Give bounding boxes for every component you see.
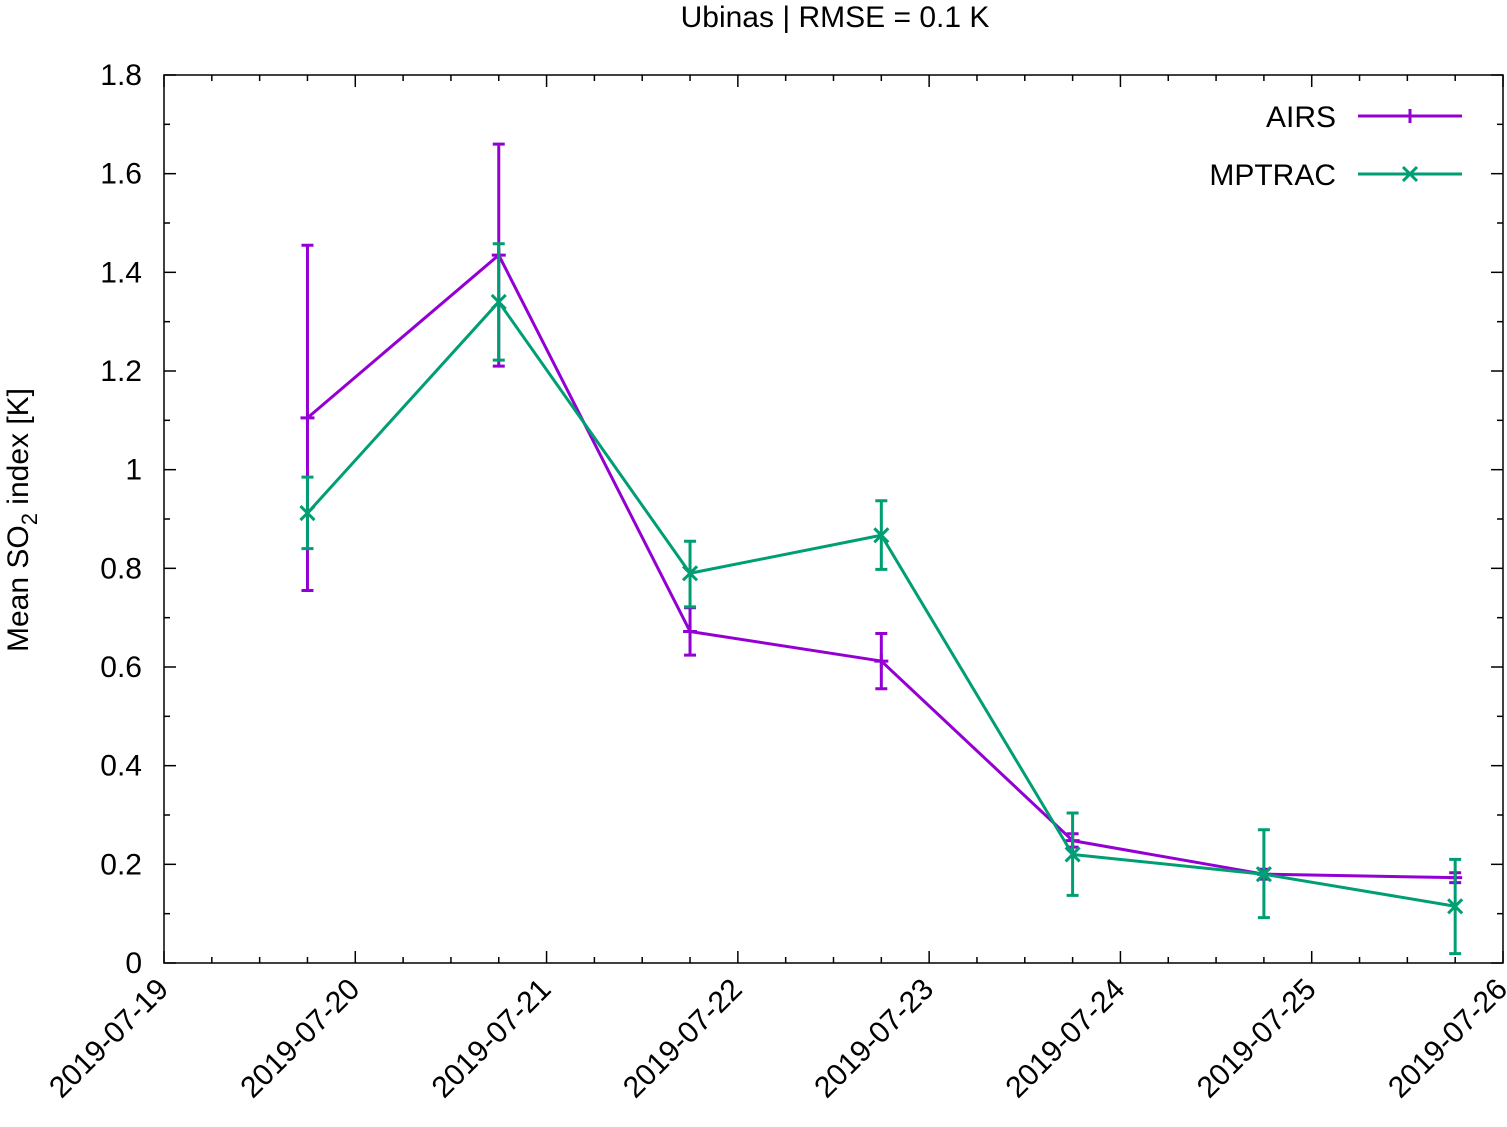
x-tick-label: 2019-07-22 — [617, 973, 749, 1105]
x-tick-label: 2019-07-23 — [808, 973, 940, 1105]
mptrac-point — [1255, 866, 1272, 883]
y-tick-label: 0.2 — [100, 848, 142, 881]
series-mptrac — [299, 242, 1464, 956]
mptrac-point — [1064, 846, 1081, 863]
y-tick-label: 1 — [125, 454, 142, 487]
mptrac-point — [681, 565, 699, 582]
plot-border — [163, 74, 1504, 964]
series-layer — [299, 142, 1464, 956]
legend-marker-airs — [1403, 109, 1417, 123]
chart-title: Ubinas | RMSE = 0.1 K — [681, 1, 990, 34]
x-tick-label: 2019-07-26 — [1382, 973, 1507, 1105]
y-tick-label: 0.6 — [100, 651, 142, 684]
legend-marker-mptrac — [1401, 165, 1419, 183]
airs-point — [683, 624, 698, 639]
x-tick-label: 2019-07-20 — [234, 973, 366, 1105]
y-tick-label: 1.6 — [100, 158, 142, 191]
mptrac-point — [299, 505, 316, 522]
y-axis-label-subscript: 2 — [17, 513, 42, 525]
legend-label-mptrac: MPTRAC — [1209, 159, 1336, 192]
y-tick-label: 0 — [125, 947, 142, 980]
x-tick-label: 2019-07-24 — [1000, 973, 1132, 1105]
x-tick-label: 2019-07-21 — [426, 973, 558, 1105]
x-tick-label: 2019-07-25 — [1191, 973, 1323, 1105]
legend: AIRS MPTRAC — [1209, 101, 1462, 192]
y-tick-label: 0.8 — [100, 552, 142, 585]
y-tick-label: 1.4 — [100, 256, 142, 289]
legend-label-airs: AIRS — [1266, 101, 1336, 134]
mptrac-line — [306, 300, 1456, 908]
axes: 0 0.2 0.4 0.6 0.8 1 1.2 1.4 1.6 1.8 2019-07-19 2019… — [43, 59, 1507, 1104]
y-tick-label: 1.2 — [100, 355, 142, 388]
mptrac-point — [490, 293, 507, 310]
mptrac-point — [873, 527, 890, 544]
y-axis-label: Mean SO2 index [K] — [2, 388, 42, 652]
x-tick-label: 2019-07-19 — [43, 973, 175, 1105]
airs-point — [874, 654, 889, 669]
y-axis-label-unit: index [K] — [2, 388, 35, 513]
y-tick-label: 1.8 — [100, 59, 142, 92]
y-axis-label-main: Mean SO — [2, 525, 35, 652]
y-tick-label: 0.4 — [100, 750, 142, 783]
mptrac-point — [1447, 898, 1464, 915]
airs-point — [300, 410, 315, 425]
